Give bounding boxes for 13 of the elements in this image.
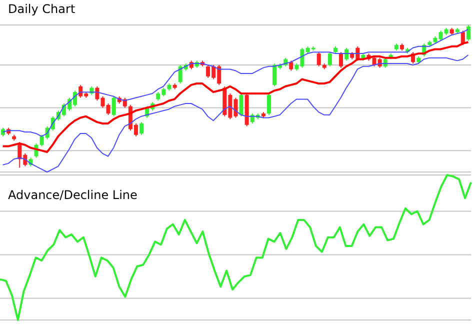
candlestick <box>106 102 110 116</box>
candlestick <box>239 93 244 117</box>
candlestick <box>328 52 332 67</box>
candlestick <box>140 122 144 136</box>
candlestick <box>316 52 321 67</box>
chart-title: Daily Chart <box>8 2 76 16</box>
candlestick <box>266 93 271 116</box>
candlestick <box>339 52 344 68</box>
text: Advance/Decline Line <box>8 188 138 202</box>
candlestick <box>344 47 349 62</box>
candlestick <box>112 96 116 117</box>
candlestick <box>466 24 470 42</box>
candlestick <box>289 60 294 72</box>
